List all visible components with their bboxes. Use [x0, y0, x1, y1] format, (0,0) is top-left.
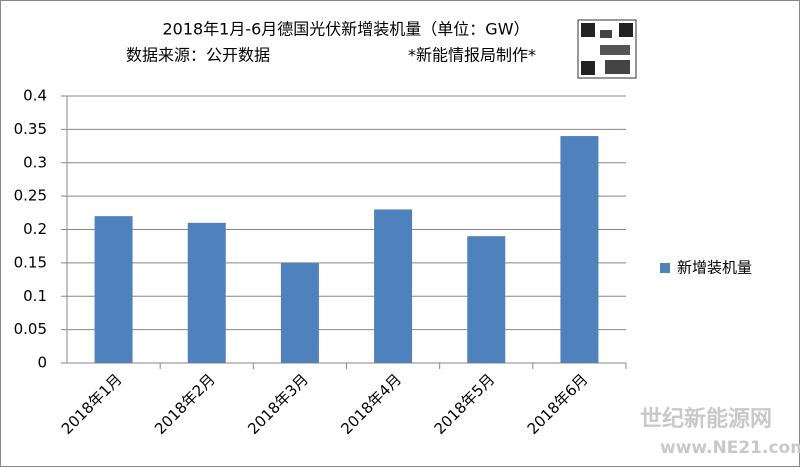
legend-label: 新增装机量	[677, 259, 752, 277]
bar	[560, 136, 599, 363]
chart-subtitle: 数据来源：公开数据	[126, 46, 270, 65]
bar	[94, 216, 133, 363]
y-tick-label: 0.35	[14, 120, 47, 138]
y-tick-label: 0.25	[14, 187, 47, 205]
y-tick-label: 0.4	[23, 87, 47, 105]
bar	[280, 262, 319, 363]
bar	[187, 222, 226, 363]
watermark: 世纪新能源网 www.NE21.com	[640, 406, 800, 458]
chart-title: 2018年1月-6月德国光伏新增装机量（单位：GW）	[162, 20, 529, 39]
y-tick-label: 0.3	[23, 153, 47, 171]
watermark-url: www.NE21.com	[660, 438, 800, 458]
bar	[467, 236, 506, 363]
qr-code	[577, 19, 637, 79]
y-tick-label: 0.15	[14, 253, 47, 271]
legend-swatch	[660, 263, 670, 273]
bar	[374, 209, 413, 363]
y-tick-label: 0	[37, 354, 47, 372]
watermark-text: 世纪新能源网	[640, 406, 772, 432]
y-tick-label: 0.05	[14, 320, 47, 338]
y-tick-label: 0.1	[23, 287, 47, 305]
chart-credit: *新能情报局制作*	[408, 46, 536, 65]
y-tick-label: 0.2	[23, 220, 47, 238]
